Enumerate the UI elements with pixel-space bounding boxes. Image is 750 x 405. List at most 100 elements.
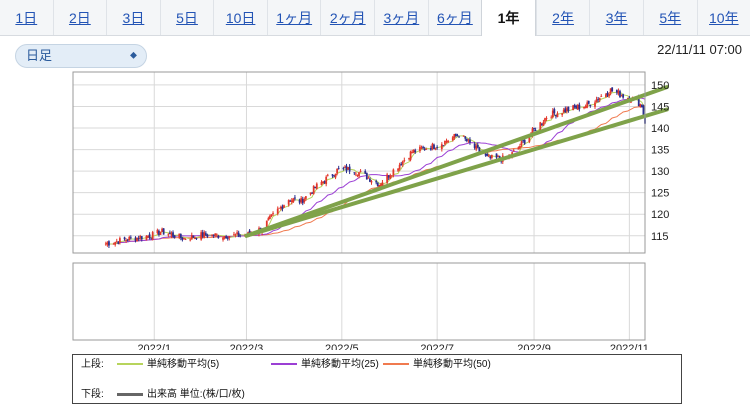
tab-13[interactable]: 10年 [696, 0, 750, 35]
candle-body [322, 181, 324, 184]
volume-grid [153, 263, 630, 340]
candle-body [137, 238, 140, 240]
volume-swatch [117, 392, 143, 396]
candle-body [104, 243, 107, 245]
x-tick-label: 2022/3 [230, 343, 264, 350]
candle-body [598, 97, 601, 100]
candle-body [392, 169, 395, 175]
candle-body [325, 176, 328, 185]
candle-body [129, 237, 132, 239]
candle-body [204, 233, 207, 236]
candle-body [214, 233, 217, 236]
candle-body [228, 236, 231, 238]
tab-6[interactable]: 2ヶ月 [320, 0, 374, 35]
tab-11[interactable]: 3年 [589, 0, 643, 35]
candle-body [201, 232, 204, 237]
candle-body [620, 95, 623, 97]
candle-body [300, 198, 303, 203]
tab-5[interactable]: 1ヶ月 [266, 0, 321, 35]
candle-body [442, 145, 445, 147]
candle-body [375, 180, 378, 183]
candle-body [172, 232, 174, 237]
ma25-path [105, 97, 646, 245]
tab-2[interactable]: 3日 [106, 0, 160, 35]
y-tick-label: 150 [651, 80, 669, 92]
candle-body [158, 230, 160, 235]
candle-body [195, 237, 198, 239]
candle-body [561, 113, 564, 115]
candle-body [533, 128, 535, 130]
candle-body [215, 234, 218, 236]
candle-body [125, 240, 128, 241]
candle-body [226, 237, 229, 239]
candle-body [528, 136, 531, 142]
ma50-swatch [383, 363, 409, 366]
candle-body [486, 154, 489, 157]
candle-body [498, 156, 501, 160]
tab-0[interactable]: 1日 [15, 10, 38, 26]
candle-body [381, 182, 384, 186]
candle-body [206, 234, 209, 237]
candle-body [281, 206, 284, 209]
y-tick-label: 130 [651, 166, 669, 178]
candle-body [387, 175, 390, 178]
candle-body [576, 104, 579, 110]
candle-body [314, 186, 317, 189]
candle-body [369, 178, 371, 182]
candle-body [419, 146, 421, 152]
candle-body [356, 174, 359, 176]
candle-body [354, 173, 357, 175]
candle-body [490, 155, 493, 158]
candle-body [320, 181, 323, 185]
candle-body [118, 238, 121, 243]
candle-body [411, 152, 414, 153]
candle-body [454, 134, 457, 136]
candle-body [606, 92, 609, 96]
candle-body [398, 164, 401, 169]
candle-body [429, 148, 432, 150]
tab-8[interactable]: 6ヶ月 [427, 0, 482, 35]
candle-body [315, 183, 318, 189]
candle-body [181, 237, 184, 240]
x-tick-label: 2022/5 [325, 343, 359, 350]
candle-body [495, 153, 498, 158]
candle-body [267, 218, 270, 221]
y-tick-label: 120 [651, 209, 669, 221]
candle-body [456, 135, 459, 137]
candle-body [520, 141, 523, 145]
candle-body [347, 167, 349, 170]
candle-body [312, 185, 315, 195]
legend-lower-label: 下段: [81, 389, 104, 400]
candle-body [236, 232, 238, 234]
legend-ma50-label: 単純移動平均(50) [413, 359, 491, 370]
candle-body [431, 143, 434, 149]
candle-body [403, 160, 406, 161]
candle-body [217, 235, 220, 239]
candle-body [531, 128, 534, 136]
legend-volume: 出来高 単位:(株/口/枚) [117, 387, 245, 403]
candle-body [436, 147, 439, 148]
candle-body [348, 166, 351, 172]
candle-body [476, 144, 479, 148]
tab-10[interactable]: 2年 [535, 0, 590, 35]
tab-12[interactable]: 5年 [642, 0, 697, 35]
candle-body [290, 200, 293, 203]
candle-body [589, 104, 592, 107]
tab-3[interactable]: 5日 [159, 0, 214, 35]
tab-7[interactable]: 3ヶ月 [374, 0, 428, 35]
candle-body [225, 236, 228, 239]
tab-1[interactable]: 2日 [52, 0, 107, 35]
x-axis-labels: 2022/1 2022/3 2022/5 2022/7 2022/9 2022/11 [137, 343, 648, 350]
candle-body [597, 99, 600, 101]
legend-ma5-label: 単純移動平均(5) [147, 359, 220, 370]
candle-body [484, 153, 487, 156]
candle-body [642, 105, 645, 116]
interval-select[interactable]: 日足 ⬥ [15, 44, 147, 68]
candle-body [223, 236, 226, 239]
tab-4[interactable]: 10日 [213, 0, 267, 35]
candle-body [337, 168, 340, 169]
candle-body [192, 235, 195, 238]
tab-9[interactable]: 1年 [481, 0, 536, 36]
candle-body [462, 135, 465, 137]
